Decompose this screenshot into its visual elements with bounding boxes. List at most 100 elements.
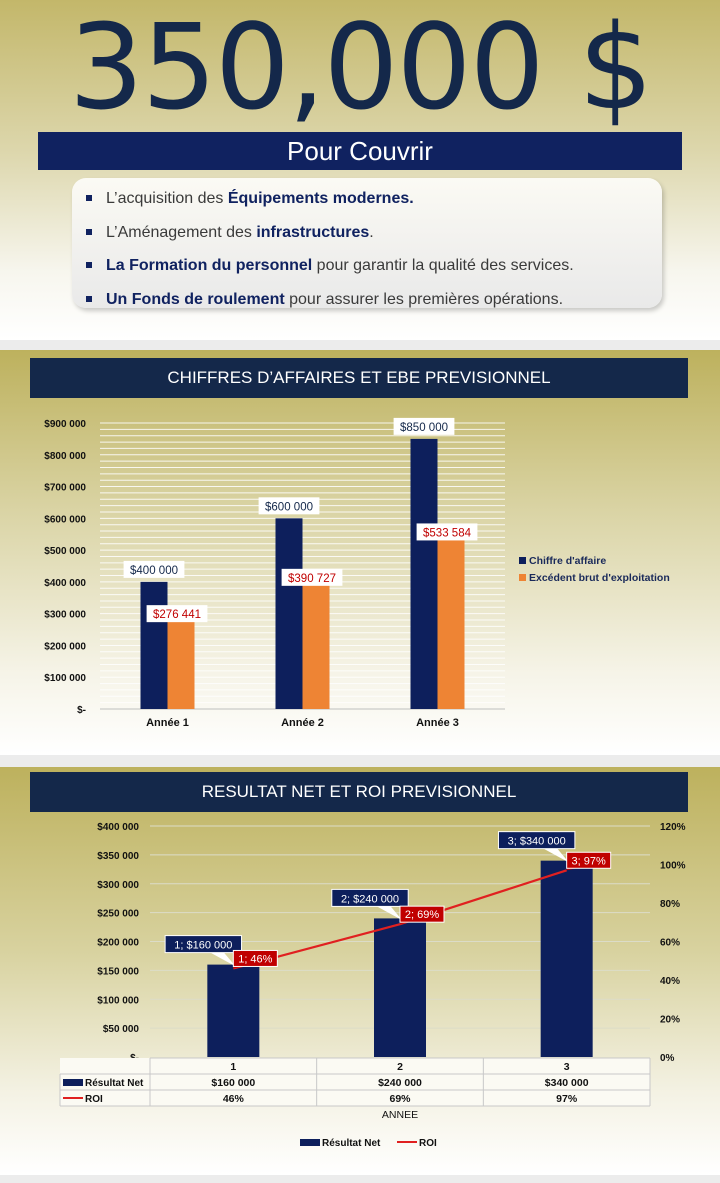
- legend-swatch: [519, 574, 526, 581]
- funding-panel: 350,000 $ Pour Couvrir L’acquisition des…: [0, 0, 720, 340]
- y-tick-label: $100 000: [44, 673, 86, 684]
- item-bold-text: Équipements modernes.: [227, 190, 414, 207]
- x-axis-title: ANNEE: [382, 1109, 418, 1121]
- roi-line: [233, 869, 568, 970]
- funding-use-item: L’Aménagement des infrastructures.: [86, 216, 662, 250]
- data-table-bg: [60, 1058, 650, 1106]
- data-label: $400 000: [130, 565, 178, 577]
- table-cell: 46%: [223, 1093, 245, 1105]
- y2-tick-label: 80%: [660, 899, 680, 910]
- table-cell: 69%: [389, 1093, 411, 1105]
- net-result-roi-chart: $-$50 000$100 000$150 000$200 000$250 00…: [59, 822, 686, 1149]
- funding-use-item: La Formation du personnel pour garantir …: [86, 249, 662, 283]
- table-cell: $240 000: [378, 1077, 422, 1089]
- table-key-bar: [63, 1079, 83, 1086]
- y-tick-label: $200 000: [44, 641, 86, 652]
- data-label-box: [123, 560, 185, 578]
- y-tick-label: $500 000: [44, 546, 86, 557]
- y-tick-label: $400 000: [44, 578, 86, 589]
- funding-use-item: Un Fonds de roulement pour assurer les p…: [86, 283, 662, 317]
- data-label-box: [281, 568, 343, 586]
- item-bold-text: infrastructures: [256, 223, 370, 241]
- funding-amount: 350,000 $: [68, 0, 654, 136]
- y-tick-label: $900 000: [44, 419, 86, 430]
- bar-label-box: [164, 935, 243, 954]
- callout-pointer: [211, 952, 234, 966]
- net-result-chart-panel: RESULTAT NET ET ROI PREVISIONNEL $-$50 0…: [0, 767, 720, 1175]
- y2-tick-label: 100%: [660, 861, 686, 872]
- x-tick-label: Année 3: [416, 717, 459, 729]
- bar: [140, 581, 168, 709]
- chart1-title: CHIFFRES D’AFFAIRES ET EBE PREVISIONNEL: [30, 358, 688, 398]
- funding-use-item: L’acquisition des Équipements modernes.: [86, 182, 662, 216]
- y-tick-label: $800 000: [44, 451, 86, 462]
- bar-label-box: [497, 831, 576, 850]
- x-tick-label: 3: [564, 1061, 570, 1073]
- roi-data-label: 2; 69%: [405, 909, 439, 921]
- data-label: $390 727: [288, 573, 336, 585]
- y-tick-label: $150 000: [97, 966, 139, 977]
- data-label-box: [258, 497, 320, 515]
- item-bold-text: Un Fonds de roulement: [106, 290, 285, 308]
- y-tick-label: $700 000: [44, 483, 86, 494]
- table-cell: $160 000: [211, 1077, 255, 1089]
- y2-tick-label: 120%: [660, 822, 686, 833]
- y2-tick-label: 20%: [660, 1015, 680, 1026]
- legend-label: Chiffre d'affaire: [529, 555, 606, 567]
- legend-label: Résultat Net: [322, 1138, 381, 1149]
- legend-label: Excédent brut d'exploitation: [529, 572, 670, 584]
- bar: [437, 539, 465, 709]
- y-tick-label: $600 000: [44, 514, 86, 525]
- revenue-chart-panel: CHIFFRES D’AFFAIRES ET EBE PREVISIONNEL …: [0, 350, 720, 755]
- table-cell: $340 000: [545, 1077, 589, 1089]
- table-row-label: ROI: [85, 1094, 103, 1105]
- data-label-box: [393, 417, 455, 435]
- y-tick-label: $50 000: [103, 1024, 140, 1035]
- square-bullet-icon: [86, 195, 92, 201]
- item-bold-text: La Formation du personnel: [106, 257, 313, 274]
- table-cell: 97%: [556, 1093, 578, 1105]
- y-tick-label: $200 000: [97, 938, 139, 949]
- bar-data-label: 2; $240 000: [341, 893, 399, 905]
- roi-label-box: [399, 905, 445, 923]
- y-tick-label: $250 000: [97, 909, 139, 920]
- item-text: pour assurer les premières opérations.: [284, 290, 564, 308]
- bar-data-label: 1; $160 000: [174, 940, 232, 952]
- item-text: .: [369, 223, 374, 241]
- revenue-ebe-chart: $- $100 000 $200 000 $300 000 $400 000 $500 0…: [44, 417, 670, 729]
- square-bullet-icon: [86, 295, 92, 302]
- bar: [302, 584, 330, 709]
- item-text: L’Aménagement des: [106, 223, 257, 241]
- y-tick-label: $100 000: [97, 995, 139, 1006]
- data-label: $533 584: [423, 527, 472, 539]
- y-tick-label: $-: [77, 705, 86, 716]
- y2-tick-label: 60%: [660, 938, 680, 949]
- x-tick-label: Année 1: [146, 717, 189, 729]
- y-tick-label: $300 000: [44, 610, 86, 621]
- roi-data-label: 3; 97%: [572, 855, 606, 867]
- bar-label-box: [331, 888, 409, 907]
- square-bullet-icon: [86, 228, 92, 235]
- square-bullet-icon: [86, 262, 92, 268]
- data-label: $276 441: [153, 609, 201, 621]
- x-tick-label: 1: [230, 1061, 236, 1073]
- y-tick-label: $350 000: [97, 851, 139, 862]
- bar-data-label: 3; $340 000: [508, 836, 566, 848]
- data-label: $600 000: [265, 501, 313, 513]
- funding-subtitle: Pour Couvrir: [38, 132, 682, 170]
- y2-tick-label: 0%: [660, 1053, 675, 1064]
- bar: [374, 918, 426, 1057]
- legend-swatch: [519, 557, 526, 564]
- bar: [410, 438, 438, 709]
- funding-uses-box: L’acquisition des Équipements modernes. L…: [72, 178, 662, 308]
- item-text: L’acquisition des: [106, 190, 228, 207]
- y-tick-label: $300 000: [97, 880, 139, 891]
- legend-swatch: [300, 1139, 320, 1146]
- bar: [207, 964, 260, 1057]
- data-label-box: [146, 605, 208, 623]
- y-tick-label: $400 000: [97, 822, 139, 833]
- funding-uses-list: L’acquisition des Équipements modernes. L…: [72, 178, 662, 316]
- bar: [540, 860, 593, 1057]
- table-row-label: Résultat Net: [85, 1078, 144, 1089]
- chart2-title: RESULTAT NET ET ROI PREVISIONNEL: [30, 772, 688, 812]
